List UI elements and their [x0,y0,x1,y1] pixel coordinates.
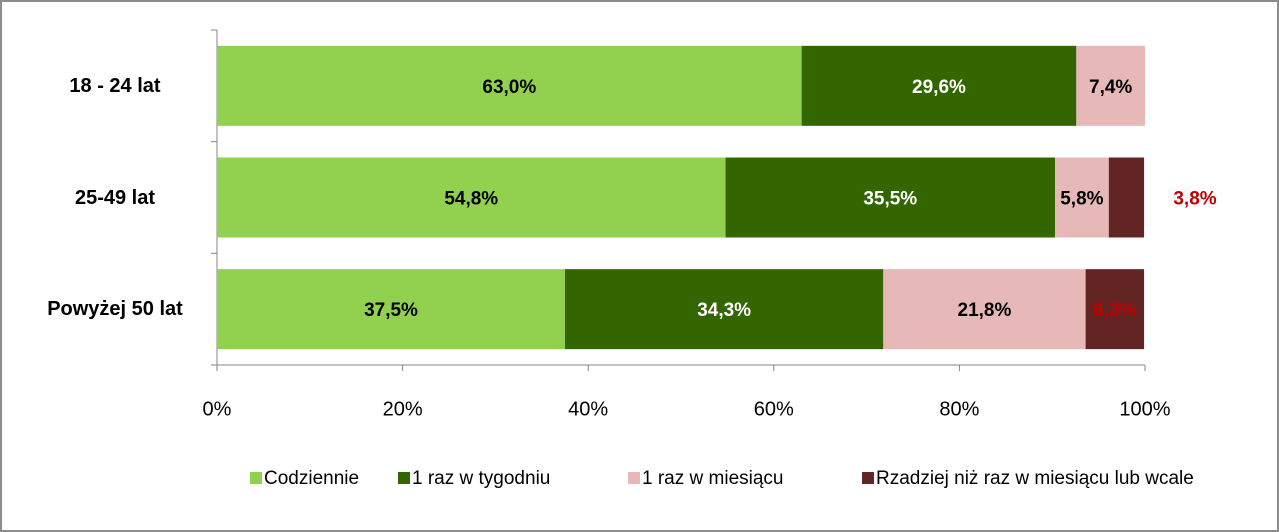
legend-swatch [628,472,640,484]
x-tick-label: 20% [383,398,423,420]
bar-segment [1076,45,1145,126]
bar-segment [217,157,726,238]
data-label: 6,3% [1093,300,1136,321]
x-tick-label: 100% [1119,398,1170,420]
data-label: 7,4% [1089,77,1132,98]
category-label: 25-49 lat [74,186,156,209]
legend-swatch [862,472,874,484]
legend-swatch [250,472,262,484]
bar-segment [801,45,1077,126]
data-label: 37,5% [364,300,418,321]
category-label: Powyżej 50 lat [47,298,183,321]
legend-label: Rzadziej niż raz w miesiącu lub wcale [876,468,1194,489]
bar-segment [1085,269,1145,350]
x-tick-label: 40% [568,398,608,420]
bar-segment [1054,157,1109,238]
x-tick-label: 80% [939,398,979,420]
data-label: 5,8% [1060,189,1103,210]
bar-segment [883,269,1086,350]
bar-segment [217,269,565,350]
data-label: 63,0% [482,77,536,98]
legend-label: 1 raz w tygodniu [412,468,550,489]
bar-segment [1108,157,1145,238]
legend-swatch [398,472,410,484]
category-label: 18 - 24 lat [69,74,161,97]
bar-segment [565,269,884,350]
legend-label: 1 raz w miesiącu [642,468,784,489]
legend-label: Codziennie [264,468,359,489]
data-label: 3,8% [1173,189,1216,210]
bar-segment [217,45,802,126]
bar-segment [725,157,1055,238]
x-tick-label: 0% [203,398,232,420]
data-label: 54,8% [444,189,498,210]
x-tick-label: 60% [754,398,794,420]
data-label: 35,5% [863,189,917,210]
data-label: 34,3% [697,300,751,321]
data-label: 21,8% [958,300,1012,321]
data-label: 29,6% [912,77,966,98]
